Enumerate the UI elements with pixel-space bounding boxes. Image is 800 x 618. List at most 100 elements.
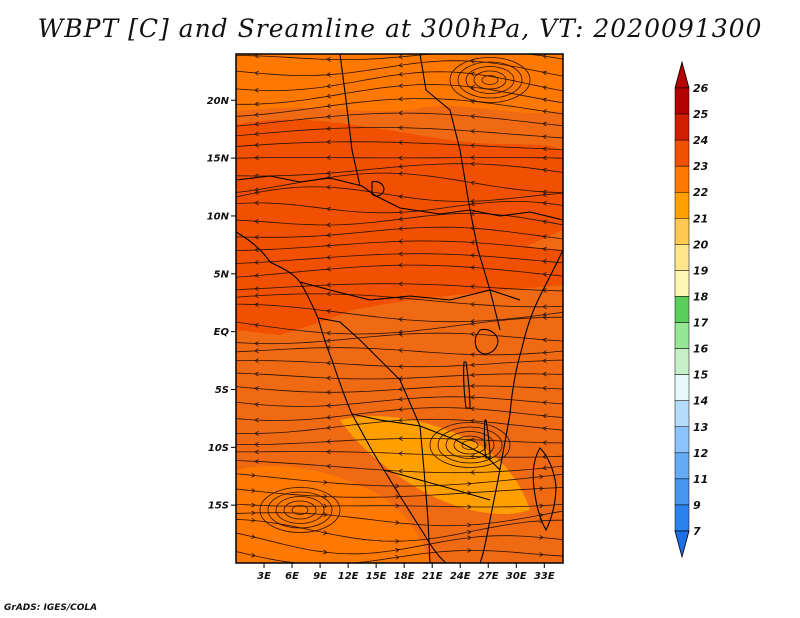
chart-title: WBPT [C] and Sreamline at 300hPa, VT: 20… — [37, 14, 763, 43]
streamline-arrow — [254, 70, 259, 76]
streamline-arrow — [398, 417, 403, 423]
border-1 — [236, 175, 563, 221]
vortex-ring — [291, 505, 309, 515]
streamline-arrow — [542, 314, 547, 320]
streamline-arrow — [251, 502, 256, 508]
streamline-arrow — [326, 389, 331, 395]
streamline-arrow — [251, 517, 256, 523]
lat-tick-label: EQ — [214, 327, 230, 338]
streamline-arrow — [326, 232, 331, 238]
lat-tick-label: 5N — [214, 269, 230, 280]
lat-tick-label: 10N — [207, 211, 230, 222]
streamline-arrow — [542, 304, 547, 310]
streamline-arrow — [398, 331, 403, 337]
colorbar-label: 19 — [693, 264, 709, 277]
streamline-arrow — [398, 329, 403, 335]
streamline-arrow — [470, 406, 475, 412]
streamline-arrow — [326, 103, 331, 109]
streamline-arrow — [326, 282, 331, 288]
colorbar-segment — [674, 322, 690, 349]
colorbar-label: 15 — [693, 369, 709, 382]
lat-tick-label: 15N — [207, 154, 230, 165]
border-5 — [299, 281, 521, 301]
streamline-arrow — [323, 530, 328, 535]
colorbar-segment — [674, 270, 690, 297]
streamline-arrow — [542, 167, 547, 173]
streamline-arrow — [398, 54, 403, 60]
streamline-arrow — [254, 259, 259, 265]
colorbar-label: 23 — [693, 160, 709, 173]
streamline-arrow — [398, 251, 403, 257]
border-8 — [419, 425, 431, 563]
colorbar-top-arrow — [674, 60, 690, 89]
streamline-arrow — [326, 222, 331, 228]
vortex-ring — [457, 61, 523, 99]
streamline-arrow — [467, 481, 472, 487]
band-23-north — [236, 54, 563, 113]
vortex-ring — [275, 496, 325, 524]
vortex-ring — [461, 440, 479, 450]
streamline-arrow — [467, 522, 472, 528]
border-6 — [351, 413, 501, 471]
streamline-arrow — [539, 534, 544, 540]
colorbar-segment — [674, 218, 690, 245]
streamline-arrow — [398, 155, 403, 161]
streamline-arrow — [254, 112, 259, 118]
colorbar-segment — [674, 426, 690, 454]
streamline-arrow — [398, 451, 403, 456]
streamline-arrow — [470, 155, 475, 160]
lon-tick-label: 24E — [450, 571, 471, 582]
streamline-arrow — [254, 247, 259, 253]
streamline-arrow — [326, 83, 331, 89]
streamline-arrow — [326, 243, 331, 248]
vortex-ring — [259, 487, 341, 533]
streamline-arrow — [542, 192, 547, 198]
streamline-arrow — [395, 555, 400, 560]
streamline-arrow — [254, 449, 259, 455]
streamline-arrow — [470, 318, 475, 324]
streamline-arrow — [254, 386, 259, 391]
streamline-arrow — [398, 125, 403, 131]
streamline-arrow — [398, 62, 403, 68]
border-9 — [317, 317, 421, 427]
streamline-arrow — [254, 142, 259, 148]
vortex-ring — [465, 66, 515, 94]
streamline-arrow — [542, 97, 547, 103]
streamline-arrow — [542, 70, 547, 76]
streamline-arrow — [542, 155, 547, 161]
streamline-arrow — [539, 486, 544, 492]
border-7 — [383, 469, 491, 501]
streamline-arrow — [326, 449, 331, 455]
colorbar: 26 25 24 23 22 21 20 19 18 17 16 15 14 13 12 11 9 7 — [674, 60, 709, 559]
streamline-arrow — [398, 194, 403, 200]
streamline-arrow — [251, 534, 256, 539]
streamline-arrow — [470, 99, 475, 104]
streamline-arrow — [398, 262, 403, 268]
streamline-arrow — [542, 440, 547, 446]
colorbar-label: 18 — [693, 290, 709, 303]
streamline-arrow — [467, 529, 472, 535]
streamline-arrow — [395, 503, 400, 509]
streamline-arrow — [395, 538, 400, 544]
streamline-arrow — [398, 406, 403, 412]
colorbar-segment — [674, 348, 690, 375]
streamline-arrow — [254, 402, 259, 407]
streamline-arrow — [470, 201, 475, 207]
lat-tick-label: 10S — [208, 443, 229, 454]
streamline-arrow — [398, 140, 403, 145]
coastlines — [236, 54, 563, 563]
streamline-arrow — [326, 139, 331, 145]
streamline-arrow — [326, 291, 331, 297]
streamline-arrow — [398, 164, 403, 169]
streamline-arrow — [254, 322, 259, 328]
streamline-arrow — [542, 219, 547, 225]
lat-tick-label: 5S — [215, 385, 229, 396]
streamline-arrow — [542, 454, 547, 460]
streamline-arrow — [326, 114, 331, 119]
streamline-arrow — [470, 321, 475, 326]
colorbar-segment — [674, 504, 690, 532]
colorbar-label: 9 — [693, 499, 701, 512]
streamline-arrow — [398, 216, 403, 222]
streamline-arrow — [542, 234, 547, 240]
streamline-arrow — [254, 358, 259, 364]
